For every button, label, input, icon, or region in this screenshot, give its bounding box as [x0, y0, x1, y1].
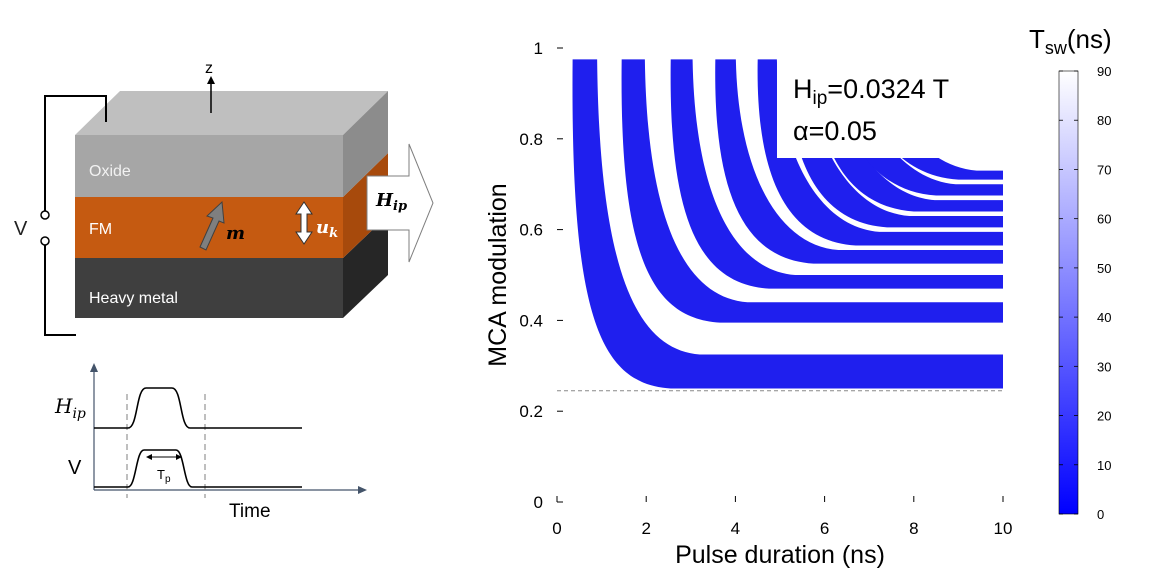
colorbar-tick-label: 80: [1097, 113, 1111, 128]
magnetization-label: m: [226, 223, 245, 244]
colorbar-tick-label: 40: [1097, 310, 1111, 325]
terminal-top-icon: [40, 210, 50, 220]
x-tick-label: 0: [552, 519, 561, 538]
timing-field-label: Hip: [54, 394, 86, 422]
field-arrow-icon: [366, 143, 434, 263]
y-tick-label: 0: [534, 493, 543, 512]
annotation-box: [777, 54, 999, 158]
y-axis-label: MCA modulation: [484, 183, 512, 366]
layer-oxide-label: Oxide: [89, 163, 131, 180]
y-tick-label: 0.8: [519, 130, 543, 149]
layer-oxide: Oxide: [75, 91, 388, 197]
magnetization-arrow-icon: [199, 200, 225, 251]
colorbar-tick-label: 20: [1097, 409, 1111, 424]
colorbar-ticks: 0 10 20 30 40 50 60 70 80 90: [1059, 64, 1111, 522]
x-axis-ticks: 0 2 4 6 8 10: [552, 496, 1012, 538]
pulse-width-label: Tp: [157, 467, 171, 485]
terminal-bottom-icon: [40, 236, 50, 246]
voltage-label: V: [14, 218, 28, 240]
timing-y-arrow-icon: [90, 363, 98, 372]
switching-time-chart: Hip=0.0324 T α=0.05 0 2 4 6 8 10 0 0.2 0.4 0.6 0.…: [484, 39, 1012, 569]
field-pulse-trace: [94, 387, 302, 429]
z-axis-arrow-icon: [207, 76, 215, 113]
colorbar-tick-label: 60: [1097, 212, 1111, 227]
colorbar-tick-label: 10: [1097, 458, 1111, 473]
x-axis-label: Pulse duration (ns): [675, 541, 885, 569]
layer-heavy-metal: Heavy metal: [75, 215, 388, 318]
device-schematic: V Heavy metal FM Oxide z: [14, 60, 434, 336]
switching-band: [572, 59, 1003, 389]
switching-band: [837, 59, 1003, 196]
annotation-field: Hip=0.0324 T: [793, 74, 949, 109]
anisotropy-label: uk: [316, 217, 338, 241]
colorbar-tick-label: 0: [1097, 507, 1104, 522]
timing-voltage-label: V: [68, 457, 82, 479]
switching-band: [757, 59, 1003, 246]
x-tick-label: 6: [820, 519, 829, 538]
colorbar-tick-label: 50: [1097, 261, 1111, 276]
anisotropy-double-arrow-icon: [295, 201, 313, 245]
voltage-pulse-trace: [94, 449, 302, 488]
layer-heavy-metal-label: Heavy metal: [89, 290, 178, 307]
y-tick-label: 0.4: [519, 311, 543, 330]
y-tick-label: 0.2: [519, 402, 543, 421]
timing-x-arrow-icon: [358, 486, 367, 494]
colorbar-title: Tsw(ns): [1029, 24, 1112, 58]
y-axis-ticks: 0 0.2 0.4 0.6 0.8 1: [519, 39, 563, 512]
colorbar-tick-label: 90: [1097, 64, 1111, 79]
colorbar-tick-label: 30: [1097, 359, 1111, 374]
annotation-damping: α=0.05: [793, 116, 877, 146]
x-tick-label: 4: [731, 519, 740, 538]
colorbar: 0 10 20 30 40 50 60 70 80 90 Tsw(ns): [1029, 24, 1112, 522]
pulse-width-arrow-icon: [146, 454, 182, 460]
timing-diagram: Tp Hip V Time: [54, 363, 367, 522]
y-tick-label: 1: [534, 39, 543, 58]
colorbar-tick-label: 70: [1097, 162, 1111, 177]
switching-band: [815, 59, 1003, 212]
layer-fm-label: FM: [89, 221, 112, 238]
switching-band: [788, 59, 1003, 228]
x-tick-label: 2: [641, 519, 650, 538]
x-tick-label: 8: [909, 519, 918, 538]
field-label: Hip: [375, 190, 407, 214]
time-axis-label: Time: [229, 501, 271, 522]
colorbar-gradient: [1058, 70, 1079, 515]
y-tick-label: 0.6: [519, 221, 543, 240]
z-axis-label: z: [205, 60, 213, 77]
x-tick-label: 10: [994, 519, 1013, 538]
